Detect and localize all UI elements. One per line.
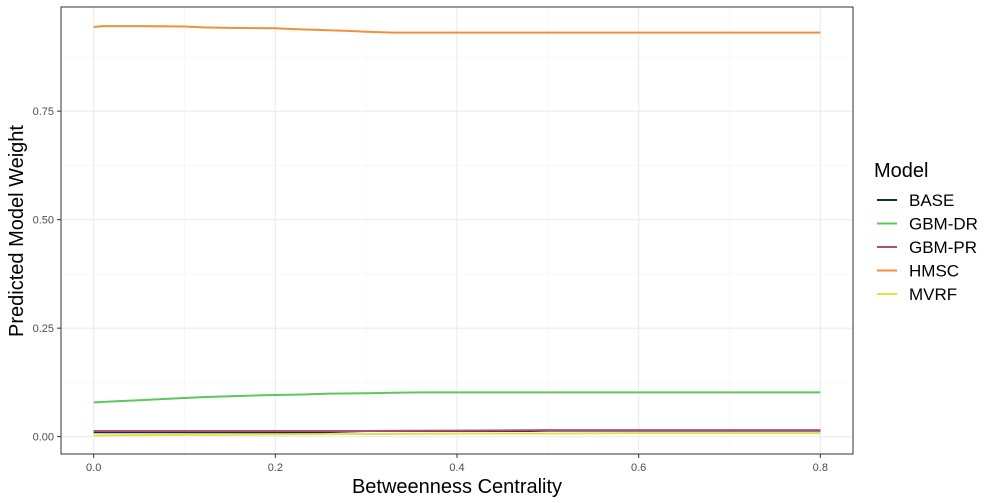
x-tick-label: 0.8 (813, 462, 828, 474)
legend-label: BASE (909, 191, 954, 210)
legend-item-hmsc: HMSC (877, 262, 959, 281)
x-tick-label: 0.4 (449, 462, 464, 474)
series-line-hmsc (93, 25, 821, 34)
x-tick-label: 0.2 (268, 462, 283, 474)
series-line-mvrf (93, 432, 821, 437)
legend-label: HMSC (909, 262, 959, 281)
legend-item-gbm-pr: GBM-PR (877, 238, 977, 257)
legend-label: MVRF (909, 285, 957, 304)
series-layer (93, 25, 821, 437)
x-axis-title: Betweenness Centrality (352, 476, 562, 498)
legend-title: Model (874, 160, 928, 182)
grid-layer (61, 7, 853, 454)
y-tick-label: 0.75 (33, 106, 54, 118)
x-tick-label: 0.0 (86, 462, 101, 474)
y-tick-label: 0.25 (33, 323, 54, 335)
legend-label: GBM-PR (909, 238, 977, 257)
legend-item-gbm-dr: GBM-DR (877, 215, 978, 234)
legend-item-mvrf: MVRF (877, 285, 957, 304)
y-tick-label: 0.00 (33, 432, 54, 444)
series-line-gbm-dr (93, 391, 821, 404)
legend-item-base: BASE (877, 191, 954, 210)
series-line-gbm-pr (93, 429, 821, 432)
legend-items: BASE GBM-DR GBM-PR HMSC MVRF (877, 191, 978, 304)
legend-label: GBM-DR (909, 215, 978, 234)
axis-layer: 0.0 0.2 0.4 0.6 0.8 0.00 0.25 0.50 0.75 (33, 106, 828, 474)
y-axis-title: Predicted Model Weight (6, 125, 28, 337)
y-tick-label: 0.50 (33, 215, 54, 227)
legend: Model BASE GBM-DR GBM-PR HMSC MVRF (874, 160, 978, 304)
x-tick-label: 0.6 (631, 462, 646, 474)
